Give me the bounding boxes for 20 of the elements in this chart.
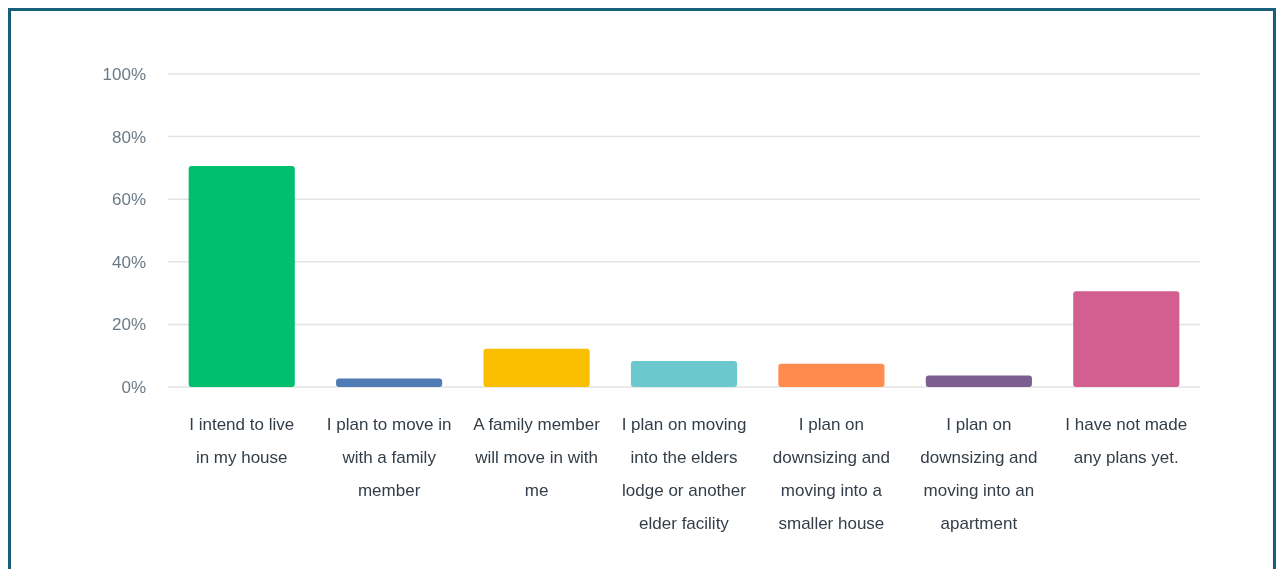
bar bbox=[336, 378, 443, 387]
x-tick-label: I have not made any plans yet. bbox=[1065, 415, 1188, 467]
bar bbox=[483, 348, 590, 387]
x-tick-label: I plan to move in with a family member bbox=[326, 415, 452, 500]
bar bbox=[630, 361, 738, 387]
x-tick-label: I plan on moving into the elders lodge or another elder facility bbox=[621, 415, 747, 533]
y-tick-label: 0% bbox=[121, 377, 146, 397]
x-tick-label: I plan on downsizing and moving into an apartment bbox=[920, 415, 1038, 533]
bar bbox=[925, 375, 1032, 387]
x-tick-label: A family member will move in with me bbox=[473, 415, 601, 500]
bar bbox=[1073, 291, 1180, 387]
x-tick-label: I plan on downsizing and moving into a smaller house bbox=[772, 415, 891, 533]
y-tick-label: 40% bbox=[111, 252, 146, 272]
bar bbox=[188, 166, 295, 387]
bar bbox=[778, 363, 885, 387]
y-tick-label: 100% bbox=[102, 64, 146, 84]
x-tick-label: I intend to live in my house bbox=[189, 415, 295, 467]
y-tick-label: 80% bbox=[111, 127, 146, 147]
y-tick-label: 60% bbox=[111, 190, 146, 210]
y-tick-label: 20% bbox=[111, 315, 146, 335]
